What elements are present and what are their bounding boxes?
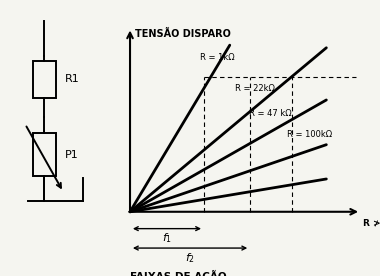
Text: TENSÃO DISPARO: TENSÃO DISPARO [135,29,231,39]
Text: R1: R1 [65,75,79,84]
Text: R = 47 kΩ: R = 47 kΩ [249,109,291,118]
Bar [33,61,56,98]
Text: R ≯100kΩ: R ≯100kΩ [363,219,380,228]
Bar [33,134,56,176]
Text: P1: P1 [65,150,78,160]
Text: R = 100kΩ: R = 100kΩ [287,130,332,139]
Text: $f_2$: $f_2$ [185,251,195,265]
Text: FAIXAS DE AÇÃO: FAIXAS DE AÇÃO [130,270,226,276]
Text: R = 22kΩ: R = 22kΩ [235,84,275,94]
Text: R = 1kΩ: R = 1kΩ [201,53,235,62]
Text: $f_1$: $f_1$ [162,232,172,245]
